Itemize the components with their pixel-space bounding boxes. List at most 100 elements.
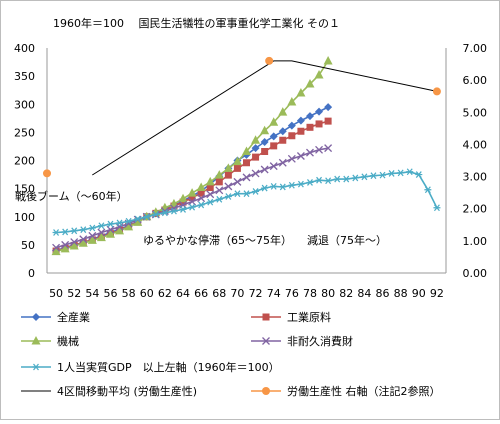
series-4-point bbox=[406, 168, 414, 176]
legend-swatch-marker bbox=[32, 313, 40, 321]
series-1-point bbox=[306, 123, 314, 131]
x-tick-label: 76 bbox=[285, 287, 299, 300]
y-right-tick-label: 3.00 bbox=[463, 171, 488, 184]
series-4-point bbox=[288, 181, 296, 189]
x-tick-label: 68 bbox=[212, 287, 226, 300]
annotation-postwar-boom: 戦後ブーム（〜60年） bbox=[15, 189, 128, 203]
series-2-point bbox=[278, 107, 288, 116]
x-tick-label: 74 bbox=[267, 287, 281, 300]
series-3-point bbox=[79, 235, 88, 244]
series-0-line bbox=[55, 106, 329, 252]
left-axis-ticks: 0 50 100 150 200 250 300 350 400 bbox=[14, 42, 35, 280]
series-3-point bbox=[233, 177, 242, 186]
series-2-point bbox=[305, 79, 315, 88]
legend-label: 1人当実質GDP 以上左軸（1960年＝100） bbox=[57, 360, 280, 374]
y-left-tick-label: 200 bbox=[14, 155, 35, 168]
series-2-point bbox=[232, 156, 242, 166]
series-0-point bbox=[296, 116, 305, 125]
series-1-point bbox=[279, 136, 287, 144]
series-4-point bbox=[342, 175, 350, 183]
series-3-point bbox=[251, 169, 260, 178]
series-2-point bbox=[96, 232, 106, 242]
series-3-point bbox=[97, 228, 106, 237]
legend-item-4: 1人当実質GDP 以上左軸（1960年＝100） bbox=[21, 360, 280, 374]
series-2-point bbox=[69, 241, 79, 250]
x-tick-label: 66 bbox=[194, 287, 208, 300]
series-4-point bbox=[152, 211, 160, 218]
x-tick-label: 60 bbox=[140, 287, 154, 300]
series-1-point bbox=[206, 184, 214, 191]
series-4-point bbox=[252, 188, 260, 195]
legend-label: 工業原料 bbox=[287, 310, 331, 324]
legend-label: 機械 bbox=[57, 334, 79, 348]
series-4-point bbox=[88, 224, 96, 232]
x-tick-label: 84 bbox=[357, 287, 371, 300]
series-3-point bbox=[61, 240, 70, 249]
series-4-point bbox=[351, 174, 359, 182]
series-4-point bbox=[116, 219, 124, 227]
x-tick-label: 92 bbox=[430, 287, 444, 300]
series-0-point bbox=[287, 121, 296, 130]
series-4-point bbox=[279, 183, 287, 191]
y-right-tick-label: 2.00 bbox=[463, 203, 488, 216]
x-tick-label: 52 bbox=[67, 287, 81, 300]
legend-swatch-marker bbox=[262, 337, 270, 345]
series-4-point bbox=[70, 227, 78, 235]
series-4-point bbox=[369, 172, 377, 180]
legend-label: 全産業 bbox=[57, 310, 90, 324]
series-layer bbox=[43, 55, 441, 256]
series-4-point bbox=[424, 186, 432, 194]
series-4-point bbox=[306, 179, 314, 186]
x-tick-label: 64 bbox=[176, 287, 190, 300]
x-axis-ticks: 50 52 54 56 58 60 62 64 66 68 70 72 74 76 78 80 82 84 86 88… bbox=[49, 287, 444, 300]
series-3-point bbox=[52, 243, 61, 252]
x-tick-label: 72 bbox=[249, 287, 263, 300]
series-4-point bbox=[97, 222, 105, 230]
series-4-point bbox=[261, 184, 269, 192]
series-1-point bbox=[324, 117, 332, 125]
series-2-point bbox=[187, 188, 197, 197]
x-tick-label: 58 bbox=[122, 287, 136, 300]
series-1-point bbox=[188, 194, 196, 202]
series-2-point bbox=[133, 217, 143, 226]
x-tick-label: 54 bbox=[85, 287, 99, 300]
x-tick-label: 80 bbox=[321, 287, 335, 300]
series-4-point bbox=[143, 213, 151, 221]
series-0-point bbox=[251, 144, 260, 153]
series-6-point bbox=[432, 87, 441, 96]
series-3-point bbox=[278, 158, 287, 167]
y-right-tick-label: 1.00 bbox=[463, 235, 488, 248]
series-2-point bbox=[223, 163, 233, 172]
series-4-point bbox=[297, 180, 305, 188]
x-tick-label: 88 bbox=[394, 287, 408, 300]
series-2-line bbox=[55, 60, 329, 253]
series-4-point bbox=[379, 171, 387, 179]
legend-item-1: 工業原料 bbox=[251, 310, 331, 324]
series-1-point bbox=[261, 148, 269, 155]
x-tick-label: 50 bbox=[49, 287, 63, 300]
series-4-point bbox=[134, 215, 142, 223]
x-tick-label: 90 bbox=[412, 287, 426, 300]
y-left-tick-label: 400 bbox=[14, 42, 35, 55]
series-3-point bbox=[269, 162, 278, 171]
series-4-point bbox=[333, 175, 341, 183]
legend-swatch-marker bbox=[31, 336, 41, 345]
annotation-decline: 減退（75年〜） bbox=[307, 233, 387, 247]
y-left-tick-label: 250 bbox=[14, 126, 35, 139]
y-left-tick-label: 350 bbox=[14, 70, 35, 83]
series-2-point bbox=[323, 55, 333, 65]
series-0-point bbox=[269, 132, 278, 141]
series-1-point bbox=[224, 171, 232, 179]
series-0 bbox=[52, 103, 333, 255]
series-3-point bbox=[215, 186, 224, 195]
y-right-tick-label: 5.00 bbox=[463, 106, 488, 119]
series-4-point bbox=[106, 220, 114, 228]
series-6-point bbox=[43, 169, 51, 178]
series-5-line bbox=[92, 60, 438, 176]
series-3-point bbox=[315, 145, 324, 154]
series-2-point bbox=[251, 135, 261, 144]
x-tick-label: 78 bbox=[303, 287, 317, 300]
y-right-tick-label: 6.00 bbox=[463, 74, 488, 87]
y-left-tick-label: 300 bbox=[14, 98, 35, 111]
series-6-point bbox=[265, 56, 274, 65]
